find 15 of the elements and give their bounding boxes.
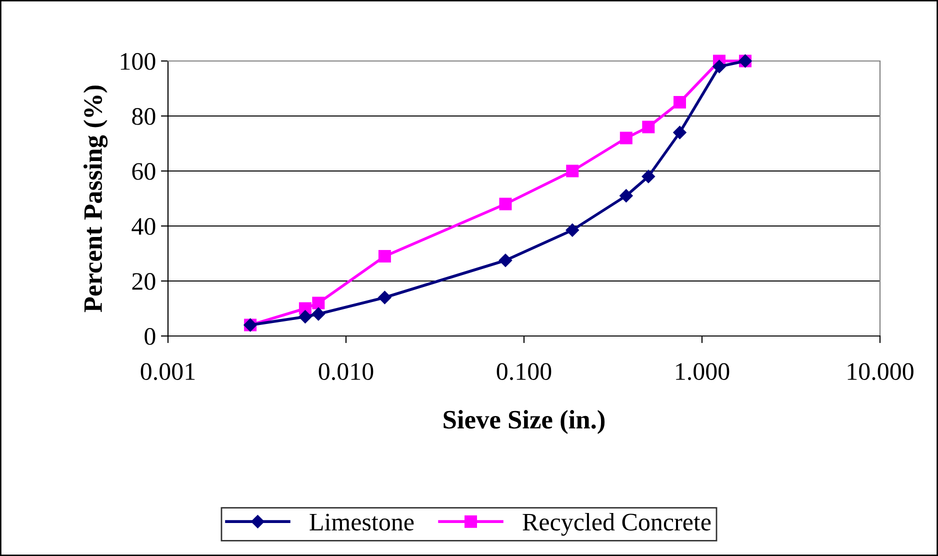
- x-tick-label: 1.000: [676, 363, 730, 380]
- y-tick-label: 100: [120, 53, 156, 70]
- y-tick-label: 20: [132, 273, 156, 290]
- legend-label: Limestone: [310, 514, 414, 531]
- y-tick-label: 0: [144, 328, 156, 345]
- legend-label: Recycled Concrete: [522, 512, 711, 536]
- x-tick-label: 0.010: [318, 363, 374, 380]
- x-tick-label: 10.000: [848, 363, 914, 380]
- x-tick-label: 0.001: [140, 363, 195, 380]
- y-tick-label: 40: [132, 218, 156, 235]
- y-tick-label: 60: [132, 163, 156, 180]
- y-axis-title: Percent Passing (%): [83, 86, 108, 312]
- x-axis-title: Sieve Size (in.): [444, 410, 605, 434]
- y-tick-label: 80: [132, 108, 156, 125]
- x-tick-label: 0.100: [496, 363, 552, 380]
